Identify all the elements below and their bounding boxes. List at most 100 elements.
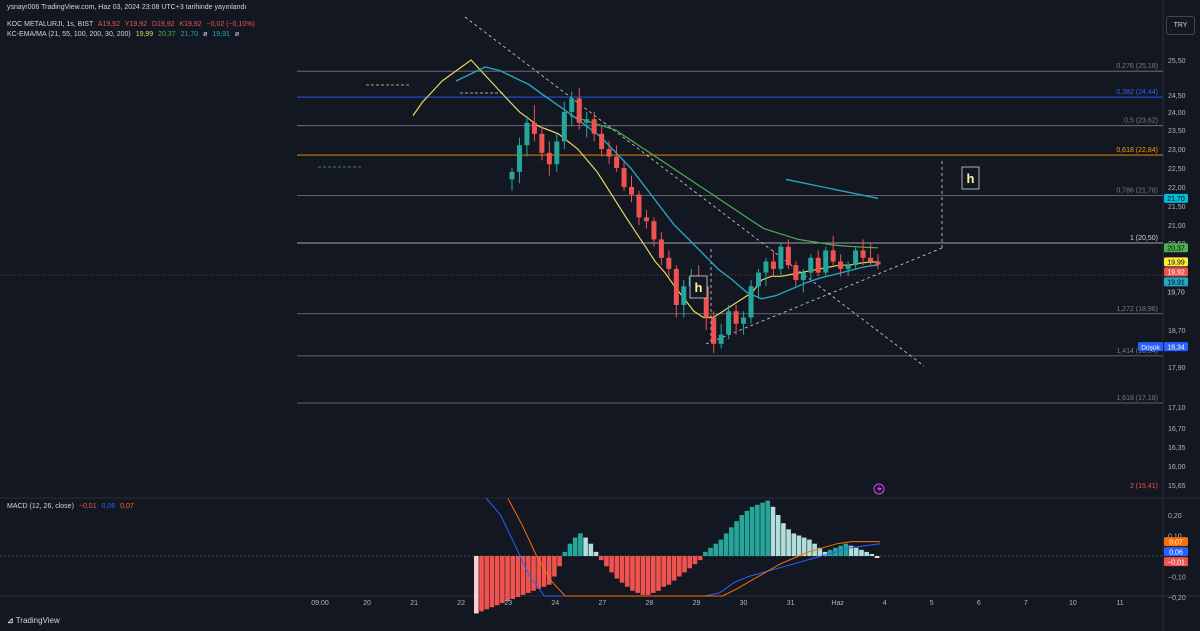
candle-body-43 xyxy=(830,250,836,262)
macd-bar-45 xyxy=(708,547,713,556)
macd-bar-18 xyxy=(567,543,573,556)
macd-bar-0 xyxy=(474,556,479,614)
price-tick-12: 17,90 xyxy=(1168,365,1186,372)
price-tag-3: 19,92 xyxy=(1167,270,1185,277)
macd-tag-0: 0,07 xyxy=(1169,539,1183,546)
price-tag-0: 21,70 xyxy=(1167,196,1185,203)
macd-bar-40 xyxy=(682,556,687,573)
ohlc-open: A19,92 xyxy=(97,21,120,28)
time-tick-8: 29 xyxy=(693,600,701,607)
macd-bar-6 xyxy=(505,556,510,602)
macd-value-signal: 0,07 xyxy=(120,503,134,510)
macd-bar-51 xyxy=(739,515,745,556)
candle-body-10 xyxy=(584,119,590,123)
indicator-legend[interactable]: KC-EMA/MA (21, 55, 100, 200, 30, 200) 19… xyxy=(7,30,242,39)
macd-bar-2 xyxy=(484,556,490,610)
fib-label-9: 2 (15,41) xyxy=(1130,483,1158,490)
macd-bar-50 xyxy=(734,521,739,556)
annotation-box-1 xyxy=(961,166,980,190)
macd-bar-22 xyxy=(588,543,594,556)
fib-label-7: 1,414 (18,14) xyxy=(1116,348,1158,355)
candle-body-28 xyxy=(718,334,724,344)
macd-bar-77 xyxy=(874,556,880,559)
indicator-value-2: 20,37 xyxy=(158,31,176,38)
macd-tick-2: −0,10 xyxy=(1168,575,1186,582)
tradingview-logo: ⊿ TradingView xyxy=(7,616,60,625)
candle-body-35 xyxy=(770,261,776,269)
macd-bar-47 xyxy=(718,539,724,556)
macd-bar-38 xyxy=(671,556,677,581)
time-tick-12: 4 xyxy=(883,600,887,607)
publish-line: ysnayr006 TradingView.com, Haz 03, 2024 … xyxy=(7,4,247,11)
currency-button[interactable]: TRY xyxy=(1166,16,1195,35)
macd-tag-bg-1 xyxy=(1164,547,1188,557)
candle-body-1 xyxy=(516,145,522,172)
symbol-legend[interactable]: KOC METALURJI, 1s, BIST A19,92 Y19,92 D1… xyxy=(7,20,258,29)
time-tick-3: 22 xyxy=(457,600,465,607)
macd-bar-16 xyxy=(557,556,562,567)
candle-body-23 xyxy=(681,286,687,305)
price-tick-6: 22,00 xyxy=(1168,185,1186,192)
macd-bar-13 xyxy=(541,556,547,587)
macd-value-hist: −0,01 xyxy=(78,503,97,510)
candle-body-9 xyxy=(576,98,582,123)
price-tick-15: 16,35 xyxy=(1168,445,1186,452)
macd-bar-25 xyxy=(604,556,609,567)
time-axis[interactable]: 09:00 20 21 22 23 24 27 28 29 30 31 Haz 4 5 6 7 10 11 xyxy=(311,600,1123,607)
candle-body-12 xyxy=(599,133,605,149)
macd-bar-73 xyxy=(853,547,859,556)
candle-body-45 xyxy=(845,265,851,269)
macd-bar-31 xyxy=(635,556,640,593)
macd-bar-55 xyxy=(760,502,765,556)
time-tick-1: 20 xyxy=(363,600,371,607)
price-axis[interactable]: 25,50 24,50 24,00 23,50 23,00 22,50 22,00 21,50… xyxy=(1168,58,1186,602)
ohlc-close: K19,92 xyxy=(179,21,202,28)
fib-label-0: 0,276 (25,18) xyxy=(1116,63,1158,70)
price-tick-5: 22,50 xyxy=(1168,166,1186,173)
macd-bar-20 xyxy=(578,533,583,556)
fib-label-6: 1,272 (18,96) xyxy=(1116,306,1158,313)
macd-bar-5 xyxy=(500,556,505,604)
macd-bar-28 xyxy=(619,556,625,583)
signal-line xyxy=(507,498,880,597)
macd-bar-54 xyxy=(755,504,760,556)
candle-body-40 xyxy=(808,257,814,273)
candle-body-26 xyxy=(703,286,709,318)
candle-body-48 xyxy=(868,257,874,262)
macd-tick-0: 0,20 xyxy=(1168,513,1182,520)
candle-body-29 xyxy=(726,311,732,335)
macd-bar-3 xyxy=(489,556,495,608)
macd-value-macd: 0,06 xyxy=(101,503,116,510)
candle-body-32 xyxy=(748,286,754,318)
fib-label-2: 0,5 (23,62) xyxy=(1124,118,1158,125)
price-tick-1: 24,50 xyxy=(1168,93,1186,100)
annotation-text-0: h xyxy=(695,280,703,295)
macd-bar-9 xyxy=(520,556,526,595)
candle-body-22 xyxy=(673,268,679,305)
macd-legend[interactable]: MACD (12, 26, close) −0,01 0,06 0,07 xyxy=(7,502,137,511)
price-tag-bg-4 xyxy=(1164,277,1188,287)
low-label-bg xyxy=(1138,342,1163,352)
price-tag-bg-0 xyxy=(1164,193,1188,203)
price-tick-14: 16,70 xyxy=(1168,426,1186,433)
price-tag-bg-5 xyxy=(1164,287,1188,297)
macd-bar-56 xyxy=(765,500,771,556)
macd-bar-14 xyxy=(546,556,552,585)
macd-bar-64 xyxy=(807,539,812,556)
macd-pane xyxy=(474,497,881,614)
candle-body-18 xyxy=(643,217,649,222)
macd-bar-1 xyxy=(479,556,484,612)
time-tick-15: 7 xyxy=(1024,600,1028,607)
macd-bar-34 xyxy=(650,556,656,593)
macd-bar-19 xyxy=(572,537,578,556)
macd-bar-49 xyxy=(729,527,734,556)
candle-body-31 xyxy=(741,317,747,324)
candle-body-4 xyxy=(539,133,545,153)
macd-bar-7 xyxy=(510,556,516,600)
time-tick-9: 30 xyxy=(740,600,748,607)
time-tick-0: 09:00 xyxy=(311,600,329,607)
ema55-line xyxy=(569,115,879,249)
price-tick-7: 21,50 xyxy=(1168,204,1186,211)
price-tag-5: 19,70 xyxy=(1167,290,1185,297)
